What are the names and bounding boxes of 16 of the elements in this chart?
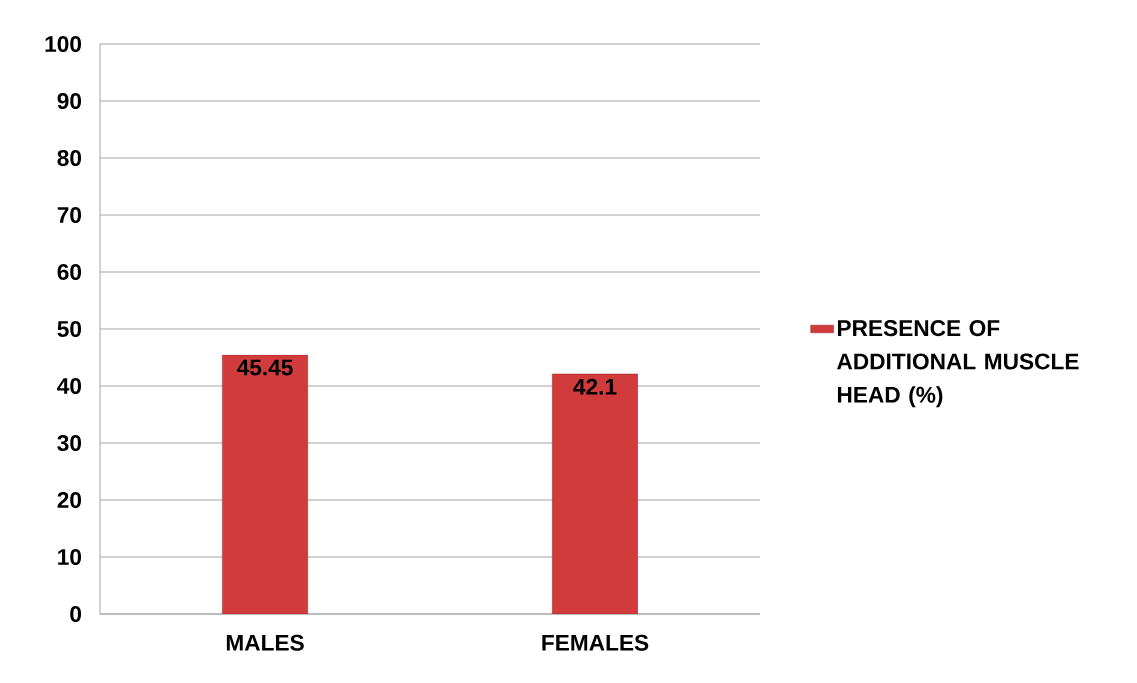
y-tick-label: 20 [57, 491, 82, 509]
legend-label: PRESENCE OF ADDITIONAL MUSCLE HEAD (%) [837, 320, 1079, 408]
y-tick-label: 40 [57, 377, 82, 395]
y-tick-label: 70 [57, 206, 82, 224]
x-tick-label: MALES [226, 634, 304, 651]
data-label: 45.45 [236, 359, 293, 376]
y-tick-label: 80 [57, 149, 82, 167]
y-tick-label: 50 [57, 320, 82, 338]
y-tick-label: 60 [57, 263, 82, 281]
y-tick-label: 0 [70, 605, 82, 623]
data-label: 42.1 [573, 378, 617, 395]
y-tick-label: 10 [58, 548, 82, 566]
y-tick-label: 30 [57, 434, 82, 452]
y-tick-label: 100 [45, 35, 82, 53]
x-tick-label: FEMALES [542, 634, 649, 651]
y-tick-label: 90 [57, 92, 82, 110]
